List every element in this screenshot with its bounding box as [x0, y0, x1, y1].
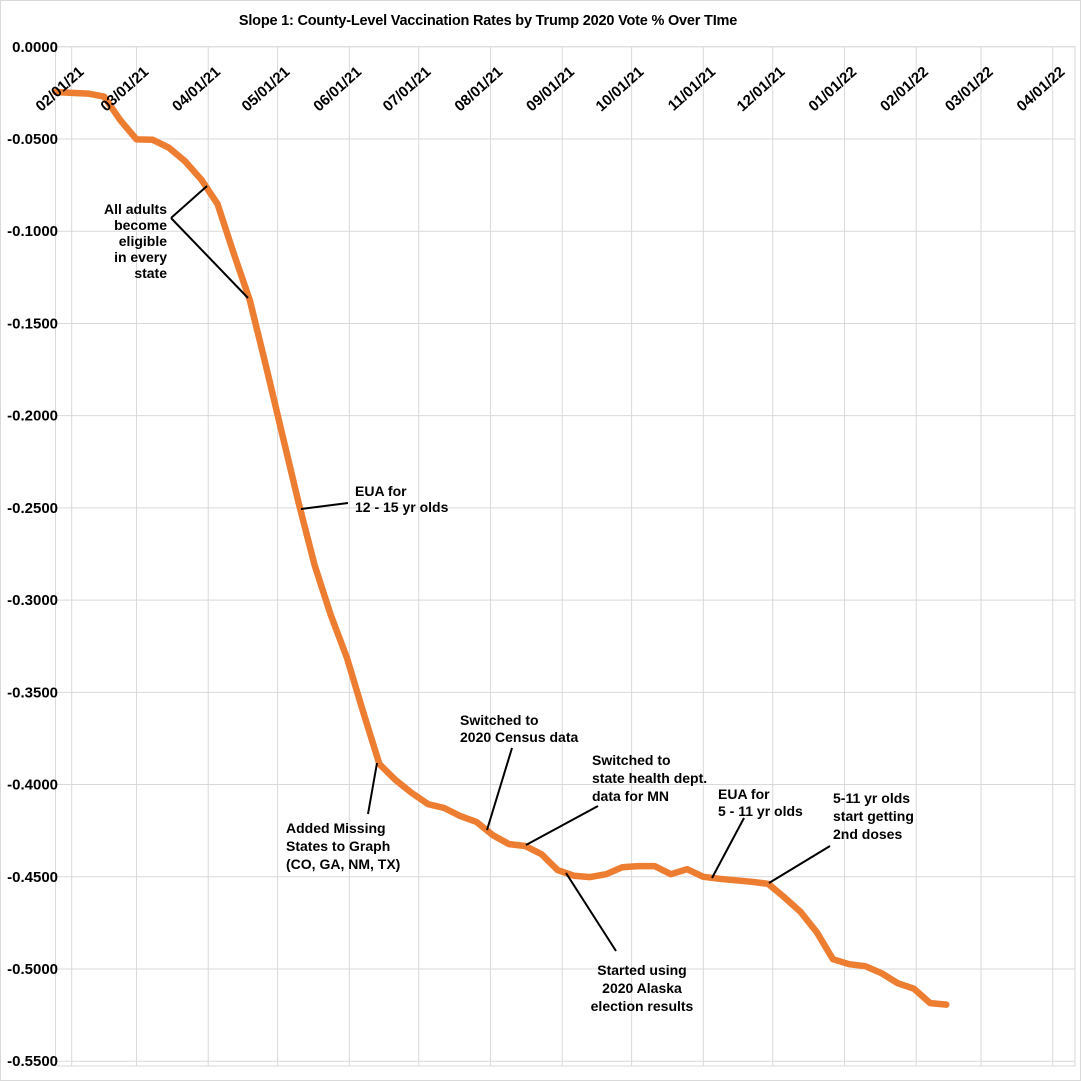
- y-tick-label: -0.0500: [7, 131, 58, 148]
- annotation-leader-line: [486, 747, 513, 831]
- y-tick-label: 0.0000: [12, 39, 58, 56]
- y-tick-label: -0.3500: [7, 684, 58, 701]
- annotation-text-line: 12 - 15 yr olds: [355, 499, 449, 515]
- annotation-text-line: become: [114, 217, 167, 233]
- annotation-text-line: 2020 Census data: [460, 729, 578, 745]
- annotation-leader-line: [170, 217, 249, 299]
- annotation-text-line: state health dept.: [592, 770, 707, 786]
- y-tick-label: -0.5000: [7, 961, 58, 978]
- annotation-text-line: data for MN: [592, 788, 669, 804]
- y-tick-label: -0.5500: [7, 1053, 58, 1070]
- y-tick-label: -0.3000: [7, 592, 58, 609]
- annotation-text-line: state: [134, 265, 167, 281]
- data-series-line-county-level-vaccination-slope: [52, 88, 950, 1008]
- annotation-text-line: 2020 Alaska: [602, 980, 682, 996]
- annotation-text-line: eligible: [119, 233, 167, 249]
- annotation-leader-line: [170, 185, 208, 219]
- annotation-switched-mn-health-dept: Switched to state health dept. data for MN: [525, 752, 707, 846]
- y-tick-label: -0.4500: [7, 869, 58, 886]
- annotation-text-line: 5 - 11 yr olds: [718, 803, 803, 819]
- annotation-alaska-2020-results: Started using 2020 Alaska election results: [565, 872, 694, 1014]
- annotation-text-line: Started using: [597, 962, 686, 978]
- annotation-added-missing-states: Added Missing States to Graph (CO, GA, NM,…: [286, 762, 400, 872]
- annotation-text-line: EUA for: [718, 786, 770, 802]
- plot-area-border: [55, 46, 1076, 1067]
- y-tick-label: -0.1500: [7, 315, 58, 332]
- annotation-text-line: Added Missing: [286, 820, 386, 836]
- y-tick-label: -0.2000: [7, 408, 58, 425]
- annotation-text-line: 2nd doses: [833, 826, 902, 842]
- annotation-leader-line: [300, 502, 349, 510]
- annotation-leader-line: [525, 805, 599, 846]
- annotation-text-line: EUA for: [355, 483, 407, 499]
- annotation-text-line: election results: [591, 998, 694, 1014]
- y-axis-labels: 0.0000 -0.0500 -0.1000 -0.1500 -0.2000 -0.250…: [7, 39, 58, 1070]
- y-tick-label: -0.2500: [7, 500, 58, 517]
- annotation-text-line: All adults: [104, 201, 167, 217]
- annotation-leader-line: [711, 817, 745, 879]
- annotation-text-line: Switched to: [592, 752, 671, 768]
- annotation-text-line: (CO, GA, NM, TX): [286, 856, 400, 872]
- y-tick-label: -0.1000: [7, 223, 58, 240]
- gridlines: [55, 46, 1075, 1066]
- y-tick-label: -0.4000: [7, 777, 58, 794]
- chart-title: Slope 1: County-Level Vaccination Rates …: [239, 13, 737, 29]
- annotation-text-line: 5-11 yr olds: [833, 790, 910, 806]
- annotation-leader-line: [768, 845, 831, 884]
- annotation-second-doses-5-11: 5-11 yr olds start getting 2nd doses: [768, 790, 914, 884]
- annotation-text-line: Switched to: [460, 712, 539, 728]
- annotation-text-line: in every: [114, 249, 167, 265]
- annotation-leader-line: [367, 762, 378, 815]
- annotation-text-line: States to Graph: [286, 838, 390, 854]
- annotation-leader-line: [565, 872, 617, 952]
- annotation-text-line: start getting: [833, 808, 914, 824]
